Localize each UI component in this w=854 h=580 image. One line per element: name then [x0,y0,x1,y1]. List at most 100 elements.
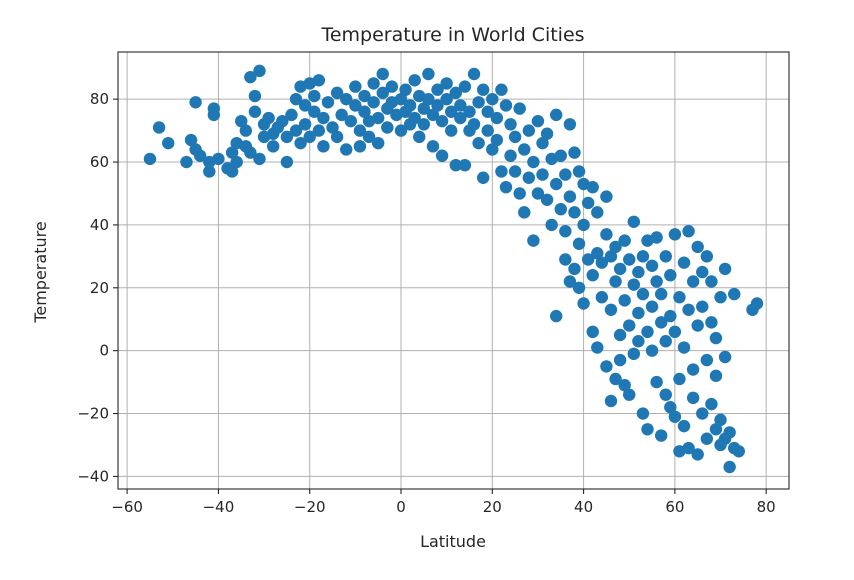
data-point [591,341,603,353]
data-point [660,250,672,262]
data-point [587,269,599,281]
data-point [564,118,576,130]
data-point [614,263,626,275]
data-point [472,137,484,149]
data-point [573,165,585,177]
data-point [605,395,617,407]
data-point [650,376,662,388]
data-point [317,140,329,152]
data-point [646,300,658,312]
data-point [669,326,681,338]
data-point [313,74,325,86]
data-point [641,326,653,338]
data-point [555,150,567,162]
y-tick-label: 80 [90,90,109,108]
data-point [436,115,448,127]
data-point [687,275,699,287]
data-point [253,65,265,77]
data-point [495,165,507,177]
data-point [637,288,649,300]
data-point [313,124,325,136]
data-point [468,68,480,80]
data-point [596,291,608,303]
data-point [413,131,425,143]
y-tick-label: −20 [77,405,109,423]
data-point [555,203,567,215]
data-point [189,96,201,108]
data-point [705,398,717,410]
data-point [618,234,630,246]
y-tick-label: 20 [90,279,109,297]
data-point [696,300,708,312]
data-point [386,80,398,92]
data-point [367,77,379,89]
data-point [523,124,535,136]
x-axis-label: Latitude [420,532,486,551]
data-point [559,253,571,265]
x-tick-label: −60 [111,498,143,516]
data-point [477,84,489,96]
data-point [299,118,311,130]
data-point [153,121,165,133]
data-point [550,178,562,190]
data-point [600,190,612,202]
data-point [637,407,649,419]
data-point [459,159,471,171]
data-point [568,263,580,275]
data-point [582,197,594,209]
data-point [317,112,329,124]
data-point [692,448,704,460]
data-point [751,297,763,309]
data-point [500,99,512,111]
y-tick-label: 40 [90,216,109,234]
data-point [632,307,644,319]
data-point [719,263,731,275]
data-point [472,96,484,108]
y-axis-ticks: −40−20020406080 [77,90,118,485]
data-point [669,228,681,240]
data-point [541,194,553,206]
data-point [536,168,548,180]
data-point [600,360,612,372]
data-point [614,329,626,341]
data-point [527,234,539,246]
data-point [655,288,667,300]
data-point [445,124,457,136]
data-point [504,118,516,130]
data-point [495,84,507,96]
x-tick-label: 60 [665,498,684,516]
x-axis-ticks: −60 −40 −20 0 20 40 60 80 [111,489,775,516]
data-point [459,80,471,92]
x-tick-label: 80 [757,498,776,516]
data-point [568,146,580,158]
data-point [577,297,589,309]
y-tick-label: −40 [77,467,109,485]
data-point [440,77,452,89]
data-point [714,414,726,426]
data-point [678,420,690,432]
data-point [646,344,658,356]
data-point [728,288,740,300]
data-point [354,140,366,152]
x-tick-label: 40 [574,498,593,516]
data-point [372,137,384,149]
data-point [372,112,384,124]
data-point [660,388,672,400]
data-point [628,278,640,290]
data-point [418,118,430,130]
data-point [701,432,713,444]
data-point [208,109,220,121]
data-point [687,392,699,404]
data-point [486,93,498,105]
data-point [253,153,265,165]
data-point [660,335,672,347]
data-point [285,109,297,121]
data-point [692,241,704,253]
data-point [705,316,717,328]
data-point [491,134,503,146]
x-tick-label: 0 [396,498,406,516]
data-point [710,370,722,382]
data-point [523,172,535,184]
data-point [468,118,480,130]
data-point [144,153,156,165]
